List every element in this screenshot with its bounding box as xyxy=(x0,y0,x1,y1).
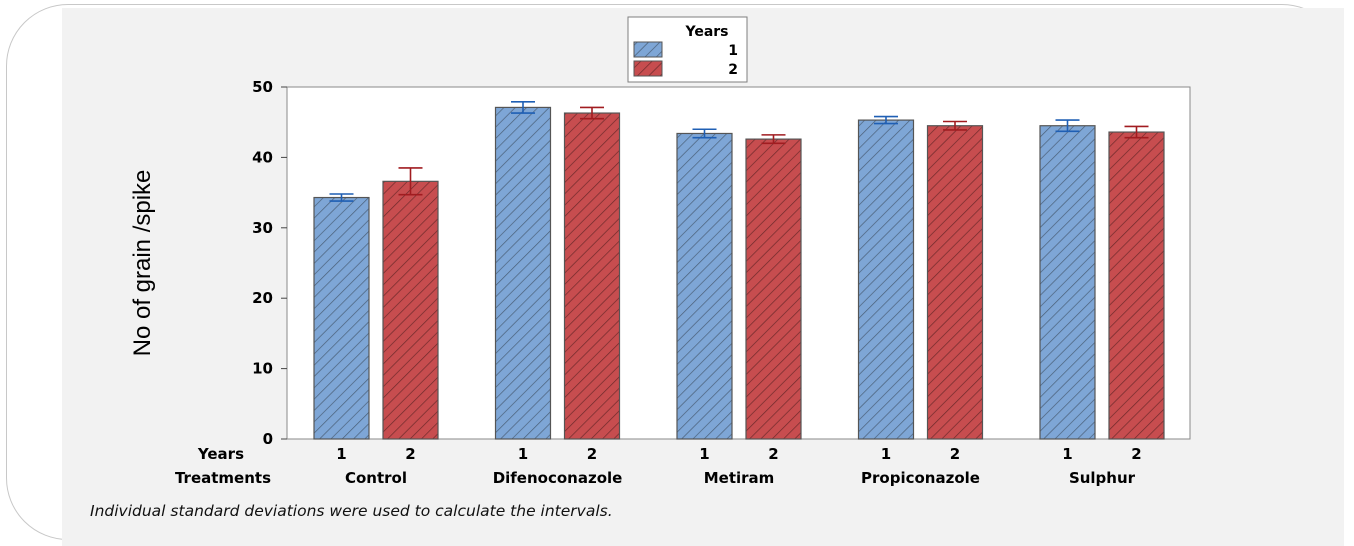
year-tick-label: 2 xyxy=(950,445,960,463)
year-tick-label: 1 xyxy=(336,445,346,463)
error-bar-sulphur-year-1 xyxy=(1055,119,1080,133)
year-tick-label: 2 xyxy=(1131,445,1141,463)
treatment-label-difenoconazole: Difenoconazole xyxy=(493,469,623,487)
year-tick-label: 2 xyxy=(405,445,415,463)
legend-label-1: 1 xyxy=(728,43,738,59)
bar-difenoconazole-year-2 xyxy=(563,112,621,440)
bar-difenoconazole-year-1 xyxy=(494,106,552,440)
y-tick-label-20: 20 xyxy=(252,289,273,307)
error-bar-difenoconazole-year-1 xyxy=(511,100,535,114)
error-bars xyxy=(329,100,1149,202)
y-axis: 0 10 20 30 40 50 xyxy=(252,78,287,448)
y-tick-label-40: 40 xyxy=(252,148,273,166)
error-bar-difenoconazole-year-2 xyxy=(580,106,604,120)
year-tick-label: 1 xyxy=(518,445,528,463)
legend: Years 1 2 xyxy=(627,16,748,83)
bar-control-year-2 xyxy=(382,180,439,440)
legend-swatch-2 xyxy=(633,60,663,77)
year-tick-label: 2 xyxy=(768,445,778,463)
bar-sulphur-year-1 xyxy=(1039,125,1096,440)
x-axis-labels: Years Treatments 1 2 Control 1 2 Difenoconazole… xyxy=(175,445,1142,487)
year-tick-label: 1 xyxy=(1062,445,1072,463)
legend-title: Years xyxy=(684,24,728,40)
bar-metiram-year-2 xyxy=(745,138,802,440)
years-row-label: Years xyxy=(197,445,244,463)
error-bar-propiconazole-year-1 xyxy=(874,115,898,125)
bar-propiconazole-year-2 xyxy=(926,125,984,440)
y-tick-label-30: 30 xyxy=(252,219,273,237)
treatment-label-sulphur: Sulphur xyxy=(1069,469,1136,487)
bar-propiconazole-year-1 xyxy=(857,119,915,440)
bar-control-year-1 xyxy=(313,196,370,440)
legend-swatch-1 xyxy=(633,41,663,58)
year-tick-label: 1 xyxy=(881,445,891,463)
bar-metiram-year-1 xyxy=(676,132,733,440)
error-bar-propiconazole-year-2 xyxy=(943,120,967,131)
treatment-label-propiconazole: Propiconazole xyxy=(861,469,980,487)
error-bar-control-year-1 xyxy=(329,193,354,202)
treatment-label-control: Control xyxy=(345,469,407,487)
bar-sulphur-year-2 xyxy=(1108,131,1165,440)
y-tick-label-50: 50 xyxy=(252,78,273,96)
error-bar-control-year-2 xyxy=(398,167,423,196)
error-bar-sulphur-year-2 xyxy=(1124,125,1149,139)
y-tick-label-10: 10 xyxy=(252,360,273,378)
year-tick-label: 2 xyxy=(587,445,597,463)
footnote: Individual standard deviations were used… xyxy=(90,502,613,520)
error-bar-metiram-year-1 xyxy=(692,128,717,139)
year-tick-label: 1 xyxy=(699,445,709,463)
treatments-row-label: Treatments xyxy=(175,469,271,487)
y-axis-title: No of grain /spike xyxy=(129,170,156,357)
y-tick-label-0: 0 xyxy=(263,430,273,448)
error-bar-metiram-year-2 xyxy=(761,134,786,145)
treatment-label-metiram: Metiram xyxy=(704,469,775,487)
bars xyxy=(313,106,1165,440)
legend-label-2: 2 xyxy=(728,62,738,78)
